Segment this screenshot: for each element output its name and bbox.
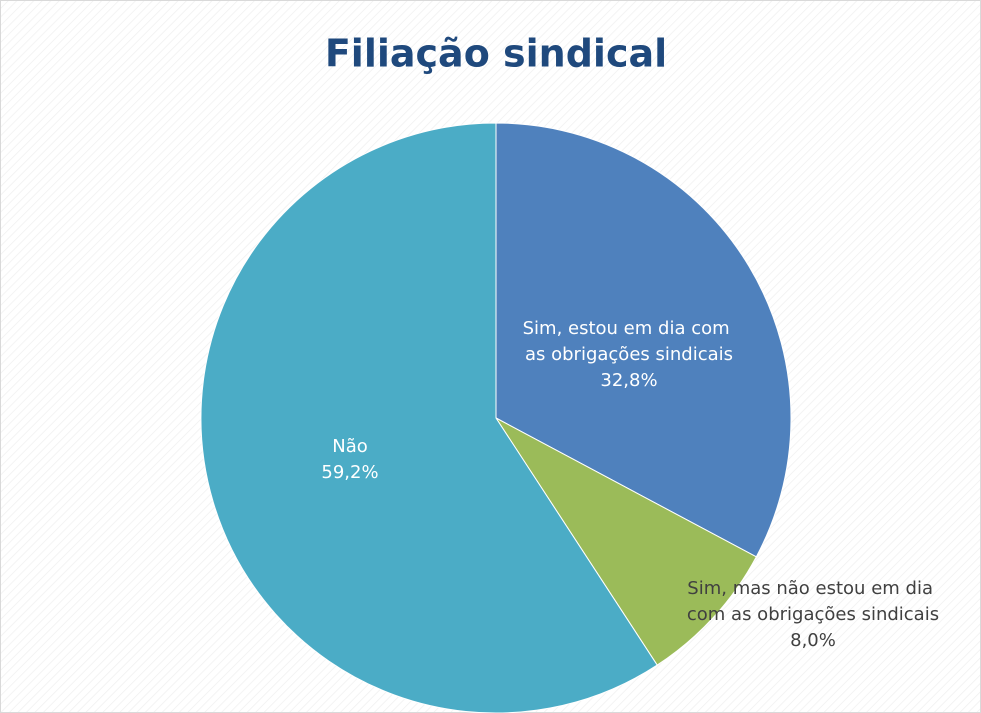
slice-label: Sim, estou em dia com as obrigações sind… — [523, 318, 736, 365]
slice-value-label: 59,2% — [321, 462, 378, 483]
slice-label: Sim, mas não estou em dia com as obrigaç… — [687, 578, 939, 625]
slice-label: Não — [332, 436, 368, 457]
pie-slice — [495, 122, 792, 558]
slice-value-label: 8,0% — [790, 630, 836, 651]
chart-title: Filiação sindical — [325, 32, 667, 76]
slice-value-label: 32,8% — [600, 370, 657, 391]
pie-slice — [495, 417, 757, 666]
